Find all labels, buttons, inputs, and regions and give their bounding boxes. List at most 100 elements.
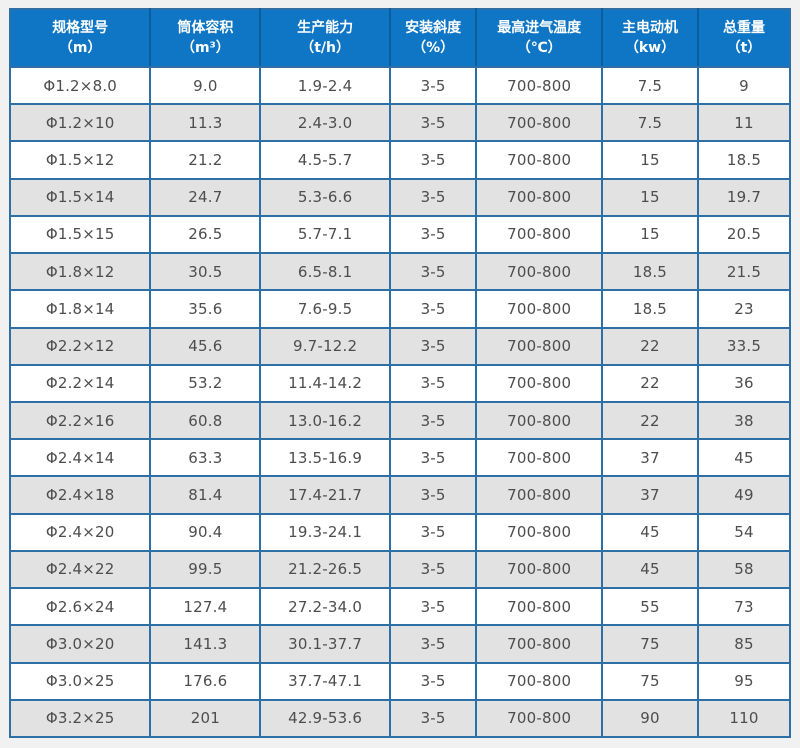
table-cell: 3-5 — [388, 438, 478, 478]
table-row: Φ1.2×8.0 9.0 1.9-2.4 3-5 700-800 7.5 9 — [8, 65, 792, 106]
table-row: Φ3.0×20 141.3 30.1-37.7 3-5 700-800 75 85 — [8, 624, 792, 664]
table-cell: 21.2-26.5 — [259, 549, 391, 590]
table-row: Φ1.2×10 11.3 2.4-3.0 3-5 700-800 7.5 11 — [8, 103, 792, 143]
table-cell: 37 — [600, 438, 699, 478]
column-unit: （m³） — [181, 40, 230, 56]
table-cell: 21.2 — [149, 140, 262, 180]
table-cell: 45 — [696, 438, 792, 478]
table-cell: Φ3.0×20 — [8, 624, 152, 664]
column-title: 最高进气温度 — [497, 20, 582, 36]
table-row: Φ2.6×24 127.4 27.2-34.0 3-5 700-800 55 73 — [8, 587, 792, 627]
table-cell: 85 — [696, 624, 792, 664]
table-row: Φ1.8×12 30.5 6.5-8.1 3-5 700-800 18.5 21.5 — [8, 252, 792, 292]
column-header: 主电动机 （kw） — [600, 9, 698, 68]
table-cell: 45 — [600, 512, 699, 552]
table-cell: 23 — [696, 289, 792, 329]
table-cell: 55 — [600, 587, 699, 627]
table-cell: 700-800 — [475, 177, 603, 217]
table-cell: 15 — [600, 140, 699, 180]
table-cell: 700-800 — [475, 624, 603, 664]
table-cell: 54 — [696, 512, 792, 552]
table-cell: 42.9-53.6 — [259, 698, 391, 739]
table-cell: 11.4-14.2 — [259, 363, 391, 403]
table-cell: 3-5 — [388, 252, 478, 292]
table-cell: 22 — [600, 400, 699, 441]
table-cell: 18.5 — [600, 289, 699, 329]
table-cell: 63.3 — [149, 438, 262, 478]
table-cell: 75 — [600, 661, 699, 701]
table-row: Φ2.2×16 60.8 13.0-16.2 3-5 700-800 22 38 — [8, 400, 792, 441]
table-row: Φ3.0×25 176.6 37.7-47.1 3-5 700-800 75 95 — [8, 661, 792, 701]
column-title: 主电动机 — [621, 20, 678, 36]
table-cell: 19.3-24.1 — [259, 512, 391, 552]
table-cell: 201 — [149, 698, 262, 739]
table-cell: Φ2.4×22 — [8, 549, 152, 590]
table-cell: 95 — [696, 661, 792, 701]
table-cell: 22 — [600, 363, 699, 403]
table-row: Φ2.4×20 90.4 19.3-24.1 3-5 700-800 45 54 — [8, 512, 792, 552]
table-cell: 73 — [696, 587, 792, 627]
column-title: 总重量 — [722, 20, 765, 36]
table-cell: 3-5 — [388, 475, 478, 515]
table-cell: 700-800 — [475, 103, 603, 143]
table-cell: 700-800 — [475, 363, 603, 403]
column-unit: （m） — [58, 40, 102, 56]
column-unit: （%） — [412, 40, 455, 56]
table-cell: 1.9-2.4 — [259, 65, 391, 106]
table-cell: 81.4 — [149, 475, 262, 515]
column-header: 总重量 （t） — [696, 9, 790, 68]
table-cell: 700-800 — [475, 661, 603, 701]
table-row: Φ1.8×14 35.6 7.6-9.5 3-5 700-800 18.5 23 — [8, 289, 792, 329]
table-cell: 20.5 — [696, 214, 792, 255]
table-cell: 9.7-12.2 — [259, 326, 391, 366]
table-row: Φ3.2×25 201 42.9-53.6 3-5 700-800 90 110 — [8, 698, 792, 739]
table-cell: Φ3.0×25 — [8, 661, 152, 701]
table-cell: 18.5 — [600, 252, 699, 292]
column-unit: （℃） — [516, 40, 562, 56]
table-cell: Φ2.2×14 — [8, 363, 152, 403]
table-cell: 2.4-3.0 — [259, 103, 391, 143]
table-body: Φ1.2×8.0 9.0 1.9-2.4 3-5 700-800 7.5 9 Φ1.2×10 1… — [8, 65, 792, 739]
table-cell: 11.3 — [149, 103, 262, 143]
column-header: 规格型号 （m） — [10, 9, 151, 68]
table-cell: 75 — [600, 624, 699, 664]
table-cell: 45 — [600, 549, 699, 590]
table-cell: 26.5 — [149, 214, 262, 255]
column-title: 生产能力 — [297, 20, 354, 36]
table-cell: Φ1.8×12 — [8, 252, 152, 292]
table-cell: 700-800 — [475, 698, 603, 739]
table-cell: Φ1.2×10 — [8, 103, 152, 143]
table-cell: 15 — [600, 214, 699, 255]
table-cell: 9 — [696, 65, 792, 106]
table-cell: 7.6-9.5 — [259, 289, 391, 329]
table-cell: Φ2.4×18 — [8, 475, 152, 515]
header-row: 规格型号 （m） 筒体容积 （m³） 生产能力 （t/h） 安装斜度 （%） 最高进气温度 （℃）… — [10, 9, 790, 68]
table-row: Φ2.2×12 45.6 9.7-12.2 3-5 700-800 22 33.5 — [8, 326, 792, 366]
table-cell: 176.6 — [149, 661, 262, 701]
table-cell: 141.3 — [149, 624, 262, 664]
table-cell: 99.5 — [149, 549, 262, 590]
table-cell: 3-5 — [388, 587, 478, 627]
table-cell: 700-800 — [475, 475, 603, 515]
table-cell: Φ1.5×14 — [8, 177, 152, 217]
table-cell: 7.5 — [600, 65, 699, 106]
table-cell: 3-5 — [388, 65, 478, 106]
table-cell: 3-5 — [388, 326, 478, 366]
table-cell: 17.4-21.7 — [259, 475, 391, 515]
table-cell: 36 — [696, 363, 792, 403]
column-title: 规格型号 — [52, 20, 109, 36]
table-cell: 21.5 — [696, 252, 792, 292]
table-cell: Φ1.8×14 — [8, 289, 152, 329]
table-cell: Φ1.5×12 — [8, 140, 152, 180]
table-cell: Φ1.5×15 — [8, 214, 152, 255]
table-cell: 90 — [600, 698, 699, 739]
column-title: 筒体容积 — [177, 20, 234, 36]
table-cell: 3-5 — [388, 512, 478, 552]
table-cell: 35.6 — [149, 289, 262, 329]
column-header: 安装斜度 （%） — [388, 9, 477, 68]
table-cell: 3-5 — [388, 698, 478, 739]
table-cell: 127.4 — [149, 587, 262, 627]
table-cell: 45.6 — [149, 326, 262, 366]
table-cell: 700-800 — [475, 140, 603, 180]
